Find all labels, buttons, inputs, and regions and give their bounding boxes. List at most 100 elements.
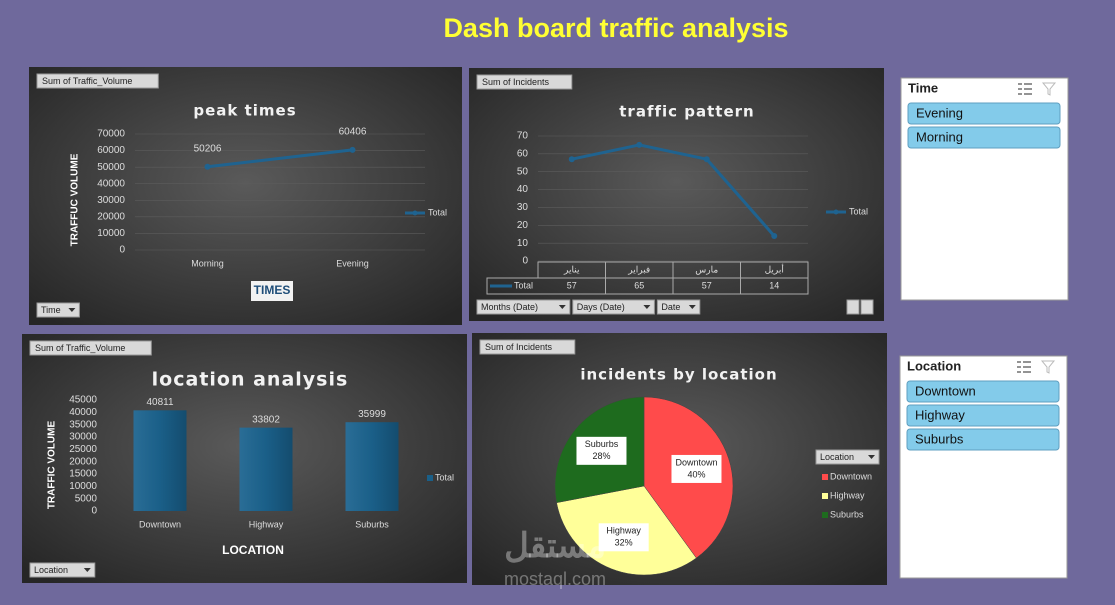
legend-title: Location [820,452,854,462]
dropdown-arrow [868,455,875,459]
y-tick-label: 40 [517,184,529,195]
legend-key-dot [412,210,418,216]
series-line [571,143,776,237]
filter-button[interactable] [572,299,655,315]
point [703,156,710,163]
zoom-button[interactable] [860,299,874,315]
y-tick-label: 10000 [69,481,97,492]
legend-label: Total [849,206,868,216]
y-tick-label: 40000 [97,178,125,189]
field-button[interactable] [36,73,159,89]
watermark: مستقل [504,527,606,565]
legend-key-dot [833,209,839,215]
filter-button[interactable] [476,299,571,315]
x-axis-title: TIMES [254,283,291,297]
data-label: 35999 [358,409,386,420]
point [771,233,778,239]
y-tick-label: 30000 [97,195,125,206]
data-label-box [671,454,722,483]
multiselect-icon[interactable] [1017,361,1031,373]
y-tick-label: 60000 [97,145,125,156]
x-tick-label: Highway [249,519,284,529]
field-button-label: Sum of Incidents [482,77,550,87]
chart-title: peak times [193,102,296,120]
dropdown-arrow [558,305,566,309]
dropdown-arrow [83,568,91,572]
y-tick-label: 10 [517,238,529,249]
field-button[interactable] [479,339,576,355]
data-label: 33802 [252,414,280,425]
legend-swatch [822,512,828,518]
legend-label: Total [435,472,454,482]
legend-label: Downtown [830,471,872,481]
slicer-item[interactable] [906,428,1060,451]
data-label-box [598,523,649,552]
filter-button[interactable] [36,302,80,318]
legend-label: Suburbs [830,509,864,519]
slicer-item-label: Suburbs [915,431,964,446]
legend-title-button[interactable] [815,449,880,465]
x-axis-title: LOCATION [222,543,284,557]
point [568,156,575,163]
y-tick-label: 15000 [69,469,97,480]
data-label: 60406 [339,127,367,138]
table-row-label: Total [514,280,533,290]
slicer-item[interactable] [907,102,1061,125]
y-tick-label: 0 [522,256,528,267]
y-tick-label: 35000 [69,419,97,430]
button-label: Time [41,305,61,315]
x-tick-label: Morning [191,258,224,268]
y-tick-label: 40000 [69,407,97,418]
slicer-item-label: Evening [916,105,963,120]
dropdown-arrow [68,308,76,312]
y-tick-label: 30 [517,202,529,213]
data-label-box [576,436,627,465]
legend-key [427,475,433,481]
zoom-button[interactable] [846,299,860,315]
y-tick-label: 60 [517,148,529,159]
y-tick-label: 50000 [97,162,125,173]
button-label: Days (Date) [577,302,625,312]
y-tick-label: 0 [91,506,97,517]
y-axis-title: TRAFFIC VOLUME [47,421,58,510]
slicer-title: Time [908,80,938,95]
slicer-item[interactable] [906,404,1060,427]
legend-label: Total [428,207,447,217]
clear-filter-icon[interactable] [1040,360,1056,374]
table-value: 65 [634,280,644,290]
slicer-item[interactable] [907,126,1061,149]
field-button[interactable] [29,340,152,356]
point [204,163,211,170]
dashboard-title: Dash board traffic analysis [443,13,788,43]
field-button[interactable] [476,74,573,90]
x-tick-label: Suburbs [355,519,389,529]
slicer-item[interactable] [906,380,1060,403]
table-value: 57 [567,280,577,290]
dropdown-arrow [643,305,651,309]
clear-filter-icon[interactable] [1041,82,1057,96]
data-label-category: Suburbs [585,439,619,449]
bar [133,410,187,511]
y-tick-label: 25000 [69,444,97,455]
data-label: 28% [592,451,610,461]
button-label: Months (Date) [481,302,538,312]
y-tick-label: 5000 [75,493,98,504]
filter-button[interactable] [656,299,701,315]
y-tick-label: 50 [517,166,529,177]
chart-title: incidents by location [580,366,777,384]
table-header: يناير [563,264,580,275]
table-value: 57 [702,280,712,290]
filter-button[interactable] [29,562,96,578]
point [349,146,356,153]
series-line [207,148,353,169]
table-header: مارس [695,264,718,275]
bar [239,427,293,511]
slicer-item-label: Morning [916,129,963,144]
field-button-label: Sum of Traffic_Volume [42,76,132,86]
chart-title: location analysis [152,369,349,391]
slicer-item-label: Highway [915,407,965,422]
multiselect-icon[interactable] [1018,83,1032,95]
y-tick-label: 20000 [97,211,125,222]
